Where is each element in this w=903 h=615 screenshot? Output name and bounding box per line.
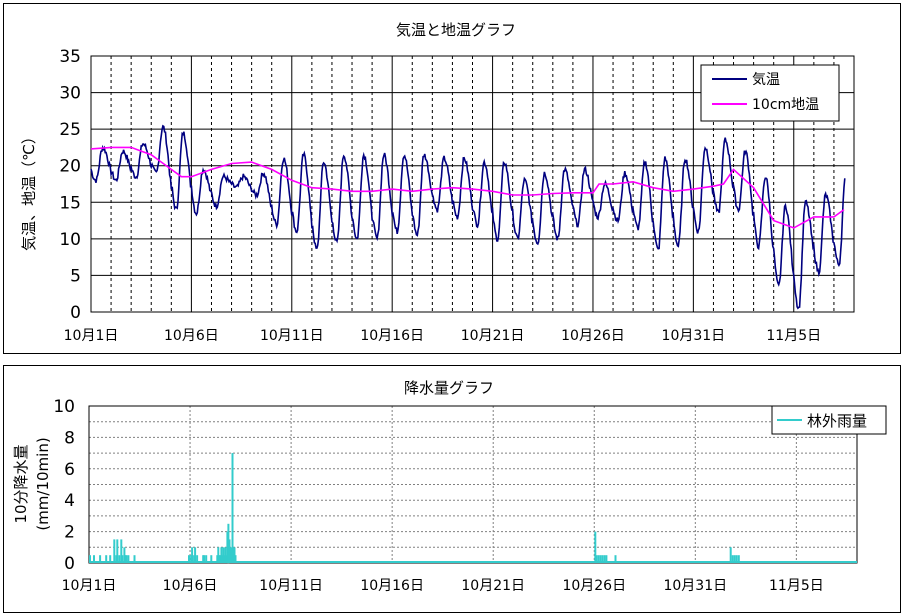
rainfall-bar xyxy=(605,555,608,563)
y-tick-label: 15 xyxy=(59,193,81,213)
precipitation-x-tick-labels: 10月1日 10月6日 10月11日 10月16日 10月21日 10月26日 10月31日… xyxy=(62,578,824,594)
legend-label-air-temp: 気温 xyxy=(752,72,780,88)
y-tick-label: 20 xyxy=(59,157,81,177)
y-tick-label: 0 xyxy=(70,303,81,323)
temperature-chart-title: 気温と地温グラフ xyxy=(396,21,516,39)
rainfall-bar xyxy=(105,555,108,563)
temperature-legend-box xyxy=(700,64,840,122)
x-tick-label: 11月5日 xyxy=(766,328,821,344)
rainfall-bar xyxy=(194,547,197,563)
rainfall-bar xyxy=(191,547,194,563)
temperature-chart-panel: 気温と地温グラフ 0 5 10 15 20 25 30 35 10月1日 10月6日 10月11日… xyxy=(3,3,901,354)
rainfall-bar xyxy=(203,555,206,563)
rainfall-bar xyxy=(120,539,123,563)
precipitation-gridlines xyxy=(89,406,857,563)
x-tick-label: 10月11日 xyxy=(259,578,323,594)
rainfall-bar xyxy=(233,547,236,563)
rainfall-bar xyxy=(603,555,606,563)
x-tick-label: 10月26日 xyxy=(561,328,625,344)
rainfall-bar xyxy=(595,555,598,563)
rainfall-bar xyxy=(229,547,232,563)
rainfall-bar xyxy=(599,555,602,563)
y-tick-label: 25 xyxy=(59,120,81,140)
rainfall-bar xyxy=(222,547,225,563)
y-tick-label: 30 xyxy=(59,84,81,104)
x-tick-label: 10月31日 xyxy=(663,578,727,594)
x-tick-label: 10月26日 xyxy=(562,578,626,594)
x-tick-label: 10月21日 xyxy=(461,328,525,344)
temperature-y-axis-label: 気温、地温（℃） xyxy=(20,129,38,251)
precipitation-y-axis-label-line1: 10分降水量 xyxy=(12,444,30,523)
x-tick-label: 11月5日 xyxy=(769,578,824,594)
y-tick-label: 5 xyxy=(70,266,81,286)
precipitation-legend: 林外雨量 xyxy=(771,405,887,435)
x-tick-label: 10月21日 xyxy=(461,578,525,594)
rainfall-bar xyxy=(737,555,740,563)
rainfall-bar xyxy=(109,555,112,563)
x-tick-label: 10月6日 xyxy=(164,328,219,344)
rainfall-bar xyxy=(123,547,126,563)
rainfall-bar xyxy=(113,539,116,563)
soil-temperature-line xyxy=(90,146,845,229)
x-tick-label: 10月1日 xyxy=(64,328,119,344)
rainfall-bar xyxy=(594,531,597,563)
y-tick-label: 10 xyxy=(53,397,75,417)
y-tick-label: 2 xyxy=(64,523,75,543)
rainfall-bar xyxy=(731,555,734,563)
temperature-plot-frame xyxy=(90,55,855,313)
y-tick-label: 6 xyxy=(64,460,75,480)
rainfall-bar xyxy=(733,555,736,563)
temperature-chart: 気温と地温グラフ 0 5 10 15 20 25 30 35 10月1日 10月6日 10月11日… xyxy=(20,21,855,344)
rainfall-bar xyxy=(89,555,91,563)
y-tick-label: 4 xyxy=(64,491,75,511)
x-tick-label: 10月6日 xyxy=(163,578,218,594)
legend-label-soil-temp: 10cm地温 xyxy=(752,97,819,113)
x-tick-label: 10月16日 xyxy=(360,328,424,344)
rainfall-bar xyxy=(217,547,220,563)
rainfall-bar xyxy=(133,555,136,563)
rainfall-bar xyxy=(601,555,604,563)
rainfall-bar xyxy=(205,555,208,563)
temperature-legend: 気温 10cm地温 xyxy=(700,64,840,122)
rainfall-bar xyxy=(116,539,119,563)
rainfall-bar xyxy=(614,555,617,563)
x-tick-label: 10月31日 xyxy=(662,328,726,344)
precipitation-chart-title: 降水量グラフ xyxy=(404,379,494,397)
y-tick-label: 35 xyxy=(59,47,81,67)
air-temperature-line xyxy=(90,124,846,310)
rainfall-bar xyxy=(220,547,223,563)
x-tick-label: 10月16日 xyxy=(360,578,424,594)
rainfall-bar xyxy=(118,555,121,563)
rainfall-bar xyxy=(121,555,124,563)
y-tick-label: 8 xyxy=(64,428,75,448)
legend-label-rainfall: 林外雨量 xyxy=(807,412,867,430)
y-tick-label: 10 xyxy=(59,230,81,250)
rainfall-bar xyxy=(231,453,234,563)
rainfall-bar xyxy=(234,555,237,563)
rainfall-bar xyxy=(210,555,213,563)
temperature-y-tick-labels: 0 5 10 15 20 25 30 35 xyxy=(59,47,81,323)
rainfall-bar xyxy=(735,555,738,563)
rainfall-bar xyxy=(224,547,227,563)
x-tick-label: 10月11日 xyxy=(260,328,324,344)
precipitation-series xyxy=(89,453,857,564)
rainfall-bar xyxy=(597,555,600,563)
precipitation-y-axis-label-line2: (mm/10min) xyxy=(34,437,52,530)
rainfall-bar xyxy=(188,555,190,563)
precipitation-y-tick-labels: 0 2 4 6 8 10 xyxy=(53,397,75,574)
x-tick-label: 10月1日 xyxy=(62,578,117,594)
rainfall-bar xyxy=(127,555,130,563)
rainfall-bar xyxy=(93,555,95,563)
rainfall-bar xyxy=(218,555,221,563)
rainfall-bar xyxy=(729,547,732,563)
precipitation-chart-panel: 降水量グラフ 0 2 4 6 8 10 10月1日 10月6日 10月11日 10月16日 10月… xyxy=(3,365,901,613)
y-tick-label: 0 xyxy=(64,554,75,574)
rainfall-bar xyxy=(227,523,230,564)
rainfall-bar xyxy=(125,555,128,563)
rainfall-bar xyxy=(196,555,199,563)
rainfall-bar xyxy=(99,555,102,563)
temperature-x-tick-labels: 10月1日 10月6日 10月11日 10月16日 10月21日 10月26日 10月31日… xyxy=(64,328,821,344)
temperature-series xyxy=(90,124,846,310)
